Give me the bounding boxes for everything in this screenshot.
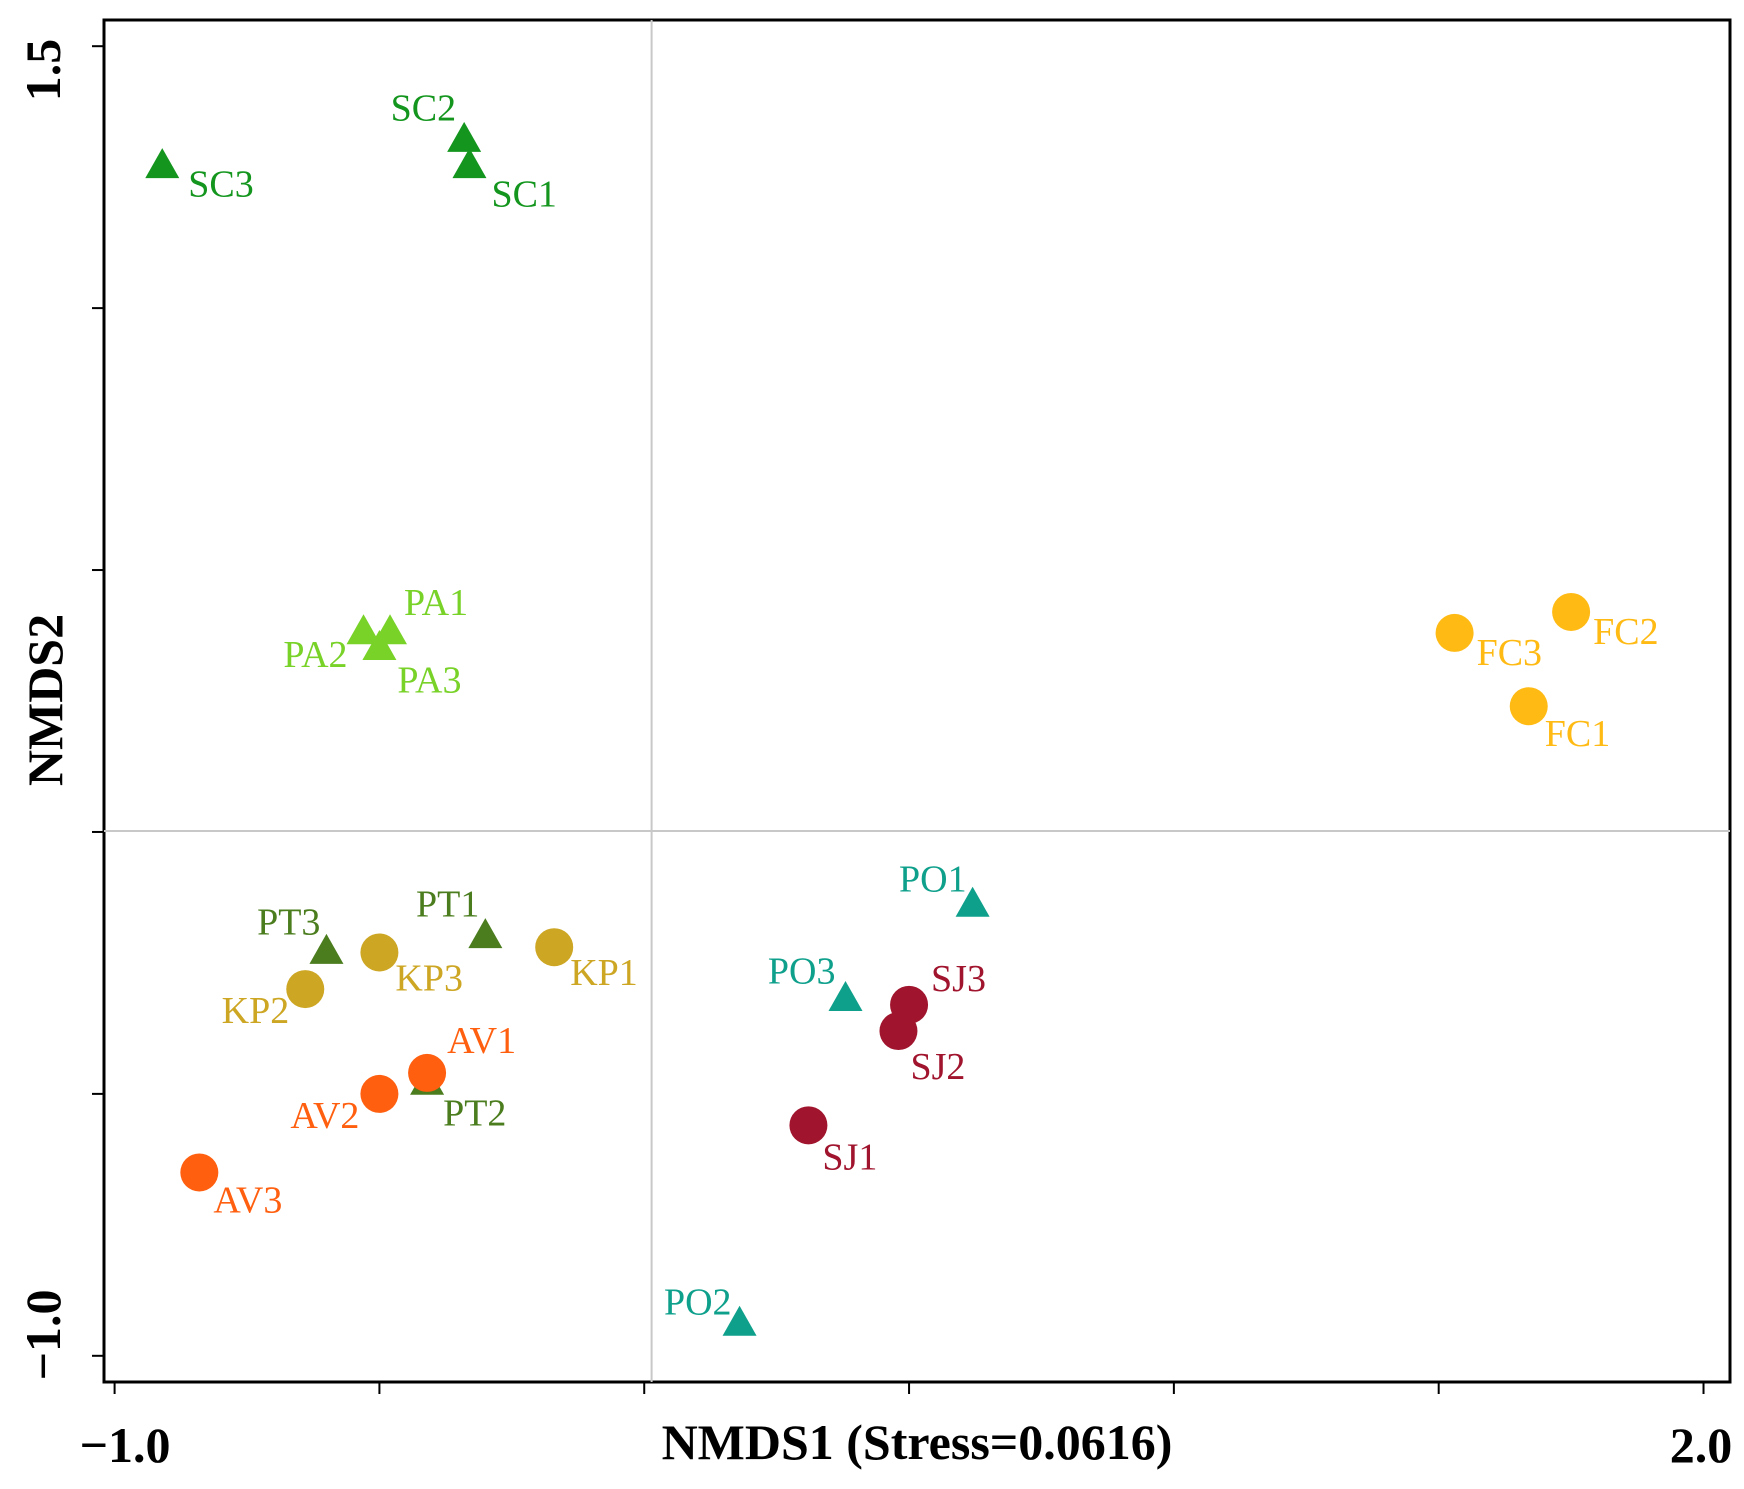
- point-pt3: [309, 933, 344, 964]
- point-kp1: [535, 928, 574, 967]
- series-pt: PT1 PT2 PT3: [257, 884, 506, 1135]
- point-av3: [180, 1153, 219, 1192]
- point-label-kp1: KP1: [570, 952, 638, 994]
- point-po3: [828, 980, 863, 1011]
- point-label-sc3: SC3: [188, 164, 253, 206]
- point-label-po2: PO2: [664, 1281, 732, 1323]
- point-label-kp2: KP2: [222, 990, 290, 1032]
- point-label-av2: AV2: [290, 1095, 359, 1137]
- point-sc2: [447, 121, 482, 152]
- point-label-av3: AV3: [213, 1179, 282, 1221]
- point-po1: [955, 886, 990, 917]
- plot-frame: [102, 18, 1732, 1384]
- series-sj: SJ1 SJ2 SJ3: [789, 958, 986, 1178]
- series-pa: PA1 PA2 PA3: [283, 582, 468, 702]
- point-label-pa1: PA1: [404, 582, 468, 624]
- series-fc: FC1 FC2 FC3: [1435, 592, 1659, 755]
- data-points: SC1SC2SC3PA1PA2PA3FC1FC2FC3PT1PT2PT3KP1K…: [145, 87, 1659, 1336]
- point-label-fc2: FC2: [1593, 611, 1658, 653]
- y-axis-ticks: [92, 45, 104, 1357]
- point-label-sj1: SJ1: [822, 1136, 877, 1178]
- point-kp2: [286, 970, 325, 1009]
- point-label-pa2: PA2: [283, 634, 347, 676]
- x-tick-label-max: 2.0: [1670, 1417, 1733, 1473]
- series-po: PO1 PO2 PO3: [664, 858, 990, 1336]
- point-label-po1: PO1: [899, 858, 967, 900]
- point-label-pt2: PT2: [443, 1092, 506, 1134]
- point-label-sj2: SJ2: [910, 1046, 965, 1088]
- point-label-sc1: SC1: [491, 174, 556, 216]
- x-tick-label-min: −1.0: [80, 1417, 171, 1473]
- point-sj1: [789, 1106, 828, 1145]
- y-tick-label-min: −1.0: [15, 1290, 71, 1381]
- point-label-kp3: KP3: [395, 957, 463, 999]
- point-av2: [360, 1074, 399, 1113]
- point-label-av1: AV1: [447, 1020, 516, 1062]
- point-label-pa3: PA3: [397, 660, 461, 702]
- point-label-sc2: SC2: [391, 87, 456, 129]
- point-po2: [722, 1305, 757, 1336]
- point-fc1: [1509, 687, 1548, 726]
- point-fc3: [1435, 613, 1474, 652]
- x-axis-title: NMDS1 (Stress=0.0616): [662, 1414, 1173, 1470]
- point-fc2: [1552, 592, 1591, 631]
- point-label-sj3: SJ3: [931, 958, 986, 1000]
- point-label-po3: PO3: [768, 951, 836, 993]
- y-axis-title: NMDS2: [17, 614, 73, 786]
- point-sc1: [452, 148, 487, 179]
- y-tick-label-max: 1.5: [15, 39, 71, 102]
- point-sj3: [890, 985, 929, 1024]
- point-label-pt1: PT1: [416, 884, 479, 926]
- point-label-pt3: PT3: [257, 901, 320, 943]
- point-label-fc3: FC3: [1477, 632, 1542, 674]
- point-pa2: [346, 614, 381, 645]
- series-sc: SC1 SC2 SC3: [145, 87, 557, 216]
- point-label-fc1: FC1: [1545, 713, 1610, 755]
- x-axis-ticks: [113, 1382, 1705, 1394]
- point-pt1: [468, 918, 503, 949]
- point-sc3: [145, 148, 180, 179]
- point-pa3: [362, 630, 397, 661]
- point-kp3: [360, 933, 399, 972]
- point-av1: [408, 1053, 447, 1092]
- series-kp: KP1 KP2 KP3: [222, 928, 638, 1032]
